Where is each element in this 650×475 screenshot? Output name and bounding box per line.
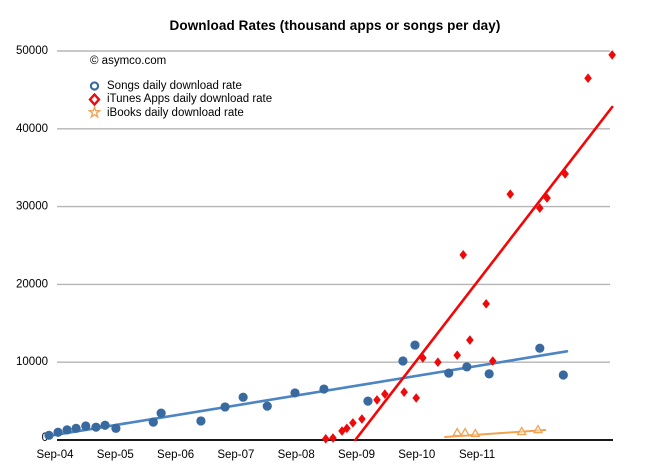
circle-marker-icon <box>88 80 101 92</box>
svg-text:20000: 20000 <box>16 278 48 290</box>
legend-label-ibooks: iBooks daily download rate <box>107 106 244 119</box>
svg-text:Sep-07: Sep-07 <box>217 449 254 461</box>
legend-item-ibooks: iBooks daily download rate <box>88 106 272 120</box>
legend-label-songs: Songs daily download rate <box>107 79 242 92</box>
chart-legend: © asymco.com Songs daily download rate i… <box>88 55 272 120</box>
svg-text:Sep-11: Sep-11 <box>459 449 495 461</box>
svg-text:50000: 50000 <box>16 45 48 57</box>
svg-text:Sep-09: Sep-09 <box>338 449 375 461</box>
legend-item-itunes-apps: iTunes Apps daily download rate <box>88 92 273 107</box>
svg-text:Sep-10: Sep-10 <box>398 449 435 461</box>
svg-text:Sep-06: Sep-06 <box>157 449 194 461</box>
svg-text:30000: 30000 <box>16 201 48 213</box>
star-marker-icon <box>88 106 101 119</box>
watermark: © asymco.com <box>90 55 167 67</box>
legend-item-songs: Songs daily download rate <box>88 79 272 93</box>
legend-label-itunes-apps: iTunes Apps daily download rate <box>107 93 273 106</box>
svg-text:0: 0 <box>42 432 48 444</box>
svg-text:10000: 10000 <box>16 356 48 368</box>
diamond-marker-icon <box>88 92 101 106</box>
chart-title: Download Rates (thousand apps or songs p… <box>169 18 501 33</box>
svg-text:Sep-08: Sep-08 <box>278 449 315 461</box>
svg-text:40000: 40000 <box>16 123 48 135</box>
svg-text:Sep-04: Sep-04 <box>36 449 74 461</box>
svg-text:Sep-05: Sep-05 <box>97 449 134 461</box>
